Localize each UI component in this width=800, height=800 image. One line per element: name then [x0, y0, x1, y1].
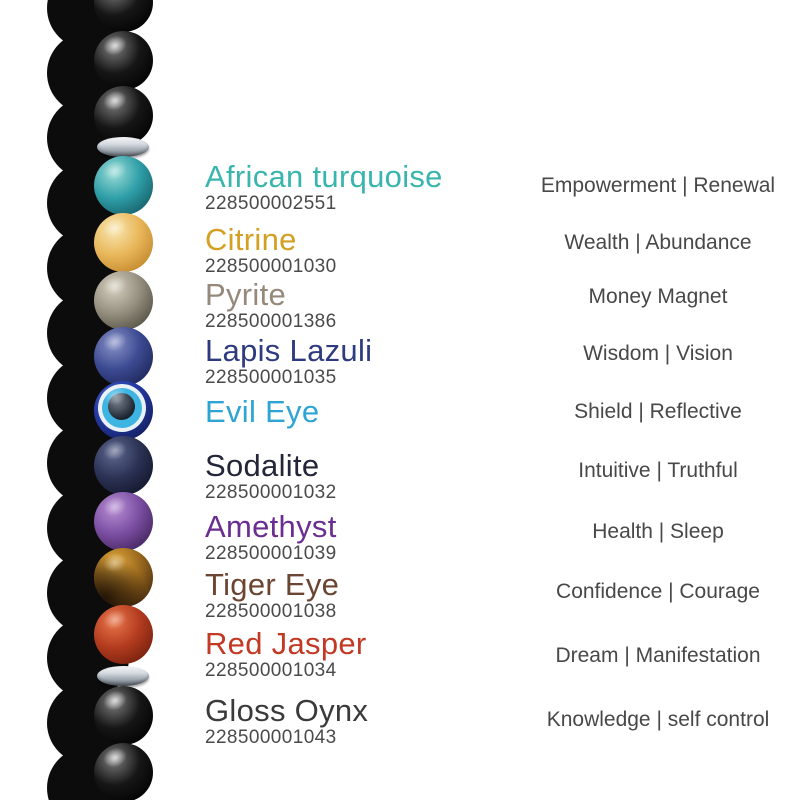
bead-citrine: [93, 212, 153, 272]
stone-meaning: Wealth | Abundance: [564, 231, 752, 254]
stone-row-citrine: Citrine 228500001030: [205, 222, 337, 278]
stone-row-amethyst: Amethyst 228500001039: [205, 509, 337, 565]
stone-sku: 228500001032: [205, 482, 337, 504]
stone-name: Amethyst: [205, 509, 337, 544]
bead-onyx: [93, 30, 153, 90]
stone-name: Gloss Oynx: [205, 693, 369, 728]
stone-sku: 228500001386: [205, 311, 337, 333]
stone-meaning: Intuitive | Truthful: [578, 459, 738, 482]
bead-onyx: [93, 685, 153, 745]
evil-eye-pupil: [107, 392, 135, 420]
stone-row-gloss-oynx: Gloss Oynx 228500001043: [205, 693, 369, 749]
bead-onyx: [93, 85, 153, 145]
stone-name: Lapis Lazuli: [205, 333, 373, 368]
bead-pyrite: [93, 270, 153, 330]
stone-row-sodalite: Sodalite 228500001032: [205, 448, 337, 504]
stone-name: Tiger Eye: [205, 567, 340, 602]
stone-name: Pyrite: [205, 277, 287, 312]
stone-meaning: Wisdom | Vision: [583, 342, 733, 365]
stone-sku: 228500001043: [205, 727, 337, 749]
stone-sku: 228500001035: [205, 367, 337, 389]
bead-evil-eye: [93, 380, 153, 440]
bead-sodalite: [93, 435, 153, 495]
stone-meaning: Confidence | Courage: [556, 580, 760, 603]
bead-tiger-eye: [93, 547, 153, 607]
bead-onyx: [93, 0, 153, 32]
stone-meaning: Money Magnet: [588, 285, 728, 308]
stone-name: Evil Eye: [205, 394, 320, 429]
stone-row-african-turquoise: African turquoise 228500002551: [205, 159, 443, 215]
stone-row-pyrite: Pyrite 228500001386: [205, 277, 337, 333]
bead-red-jasper: [93, 604, 153, 664]
bead-onyx: [93, 742, 153, 800]
stone-sku: 228500001039: [205, 543, 337, 565]
bead-lapis-lazuli: [93, 326, 153, 386]
stone-name: Red Jasper: [205, 626, 367, 661]
bead-amethyst: [93, 491, 153, 551]
stone-name: Citrine: [205, 222, 297, 257]
stone-meaning: Knowledge | self control: [546, 708, 770, 731]
stone-name: African turquoise: [205, 159, 443, 194]
stone-name: Sodalite: [205, 448, 320, 483]
stone-meaning: Empowerment | Renewal: [540, 174, 776, 197]
stone-sku: 228500001034: [205, 660, 337, 682]
stone-meaning: Health | Sleep: [592, 520, 724, 543]
stone-sku: 228500001030: [205, 256, 337, 278]
stone-row-red-jasper: Red Jasper 228500001034: [205, 626, 367, 682]
silver-spacer: [97, 666, 149, 686]
stone-meaning: Shield | Reflective: [574, 400, 742, 423]
stone-row-evil-eye: Evil Eye: [205, 394, 320, 429]
stone-sku: 228500002551: [205, 193, 337, 215]
silver-spacer: [97, 137, 149, 157]
stone-row-lapis-lazuli: Lapis Lazuli 228500001035: [205, 333, 373, 389]
stone-meaning: Dream | Manifestation: [555, 644, 761, 667]
bead-african-turquoise: [93, 155, 153, 215]
stone-row-tiger-eye: Tiger Eye 228500001038: [205, 567, 340, 623]
stone-sku: 228500001038: [205, 601, 337, 623]
